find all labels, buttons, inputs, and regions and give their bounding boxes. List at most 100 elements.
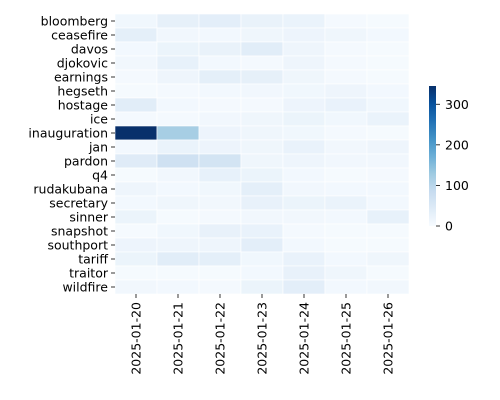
heatmap-cell-wildfire-2025-01-26 bbox=[366, 279, 410, 295]
heatmap-cell-q4-2025-01-21 bbox=[156, 167, 200, 183]
heatmap-cell-hegseth-2025-01-25 bbox=[324, 83, 368, 99]
heatmap-cell-wildfire-2025-01-20 bbox=[114, 279, 158, 295]
heatmap-cells bbox=[114, 13, 410, 295]
heatmap-cell-pardon-2025-01-24 bbox=[282, 153, 326, 169]
row-label-earnings: earnings bbox=[54, 70, 108, 85]
colorbar-tick-label: 0 bbox=[445, 219, 453, 234]
heatmap-cell-hegseth-2025-01-20 bbox=[114, 83, 158, 99]
heatmap-cell-tariff-2025-01-24 bbox=[282, 251, 326, 267]
colorbar-tick-label: 300 bbox=[445, 97, 469, 112]
heatmap-cell-inauguration-2025-01-23 bbox=[240, 125, 284, 141]
column-label-2025-01-21: 2025-01-21 bbox=[171, 302, 186, 375]
heatmap-cell-inauguration-2025-01-20 bbox=[114, 125, 158, 141]
heatmap-cell-hostage-2025-01-22 bbox=[198, 97, 242, 113]
heatmap-cell-southport-2025-01-22 bbox=[198, 237, 242, 253]
heatmap-cell-hostage-2025-01-24 bbox=[282, 97, 326, 113]
heatmap-cell-wildfire-2025-01-22 bbox=[198, 279, 242, 295]
heatmap-cell-jan-2025-01-26 bbox=[366, 139, 410, 155]
heatmap-cell-ceasefire-2025-01-23 bbox=[240, 27, 284, 43]
heatmap-cell-southport-2025-01-23 bbox=[240, 237, 284, 253]
heatmap-cell-davos-2025-01-23 bbox=[240, 41, 284, 57]
heatmap-cell-davos-2025-01-25 bbox=[324, 41, 368, 57]
heatmap-cell-earnings-2025-01-25 bbox=[324, 69, 368, 85]
colorbar-tick-label: 200 bbox=[445, 137, 469, 152]
heatmap-cell-jan-2025-01-21 bbox=[156, 139, 200, 155]
heatmap-cell-tariff-2025-01-22 bbox=[198, 251, 242, 267]
heatmap-cell-bloomberg-2025-01-24 bbox=[282, 13, 326, 29]
row-labels: bloombergceasefiredavosdjokovicearningsh… bbox=[28, 14, 115, 295]
heatmap-cell-ceasefire-2025-01-21 bbox=[156, 27, 200, 43]
heatmap-cell-snapshot-2025-01-26 bbox=[366, 223, 410, 239]
heatmap-cell-earnings-2025-01-20 bbox=[114, 69, 158, 85]
heatmap-cell-snapshot-2025-01-22 bbox=[198, 223, 242, 239]
heatmap-cell-traitor-2025-01-21 bbox=[156, 265, 200, 281]
heatmap-cell-hostage-2025-01-26 bbox=[366, 97, 410, 113]
colorbar-gradient bbox=[429, 86, 436, 226]
heatmap-cell-davos-2025-01-22 bbox=[198, 41, 242, 57]
heatmap-cell-traitor-2025-01-20 bbox=[114, 265, 158, 281]
heatmap-cell-djokovic-2025-01-20 bbox=[114, 55, 158, 71]
heatmap-cell-inauguration-2025-01-21 bbox=[156, 125, 200, 141]
row-label-snapshot: snapshot bbox=[51, 224, 108, 239]
row-label-ceasefire: ceasefire bbox=[51, 28, 108, 43]
heatmap-cell-q4-2025-01-22 bbox=[198, 167, 242, 183]
heatmap-cell-secretary-2025-01-22 bbox=[198, 195, 242, 211]
heatmap-cell-ice-2025-01-24 bbox=[282, 111, 326, 127]
heatmap-cell-djokovic-2025-01-26 bbox=[366, 55, 410, 71]
heatmap-cell-ice-2025-01-26 bbox=[366, 111, 410, 127]
heatmap-cell-djokovic-2025-01-21 bbox=[156, 55, 200, 71]
heatmap-cell-snapshot-2025-01-21 bbox=[156, 223, 200, 239]
row-label-bloomberg: bloomberg bbox=[41, 14, 108, 29]
heatmap-cell-earnings-2025-01-26 bbox=[366, 69, 410, 85]
colorbar-tick-label: 100 bbox=[445, 178, 469, 193]
row-label-secretary: secretary bbox=[49, 196, 108, 211]
heatmap-cell-q4-2025-01-20 bbox=[114, 167, 158, 183]
heatmap-cell-traitor-2025-01-24 bbox=[282, 265, 326, 281]
column-label-2025-01-25: 2025-01-25 bbox=[339, 302, 354, 375]
colorbar: 0 100 200 300 bbox=[429, 86, 469, 234]
heatmap-cell-ice-2025-01-25 bbox=[324, 111, 368, 127]
heatmap-cell-pardon-2025-01-26 bbox=[366, 153, 410, 169]
heatmap-cell-secretary-2025-01-21 bbox=[156, 195, 200, 211]
heatmap-cell-tariff-2025-01-25 bbox=[324, 251, 368, 267]
heatmap-cell-snapshot-2025-01-24 bbox=[282, 223, 326, 239]
heatmap-cell-pardon-2025-01-20 bbox=[114, 153, 158, 169]
heatmap-cell-ice-2025-01-23 bbox=[240, 111, 284, 127]
heatmap-cell-southport-2025-01-25 bbox=[324, 237, 368, 253]
heatmap-cell-ice-2025-01-20 bbox=[114, 111, 158, 127]
heatmap-cell-wildfire-2025-01-25 bbox=[324, 279, 368, 295]
heatmap-cell-hostage-2025-01-23 bbox=[240, 97, 284, 113]
heatmap-cell-inauguration-2025-01-25 bbox=[324, 125, 368, 141]
heatmap-cell-bloomberg-2025-01-25 bbox=[324, 13, 368, 29]
heatmap-cell-q4-2025-01-26 bbox=[366, 167, 410, 183]
heatmap-cell-jan-2025-01-24 bbox=[282, 139, 326, 155]
heatmap-cell-wildfire-2025-01-23 bbox=[240, 279, 284, 295]
row-label-djokovic: djokovic bbox=[57, 56, 108, 71]
heatmap-cell-rudakubana-2025-01-26 bbox=[366, 181, 410, 197]
heatmap-cell-hegseth-2025-01-21 bbox=[156, 83, 200, 99]
heatmap-cell-southport-2025-01-20 bbox=[114, 237, 158, 253]
heatmap-cell-pardon-2025-01-23 bbox=[240, 153, 284, 169]
heatmap-cell-hegseth-2025-01-26 bbox=[366, 83, 410, 99]
row-label-pardon: pardon bbox=[64, 154, 108, 169]
heatmap-cell-secretary-2025-01-25 bbox=[324, 195, 368, 211]
heatmap-cell-jan-2025-01-23 bbox=[240, 139, 284, 155]
heatmap-cell-traitor-2025-01-23 bbox=[240, 265, 284, 281]
row-label-rudakubana: rudakubana bbox=[33, 182, 108, 197]
heatmap-cell-hegseth-2025-01-23 bbox=[240, 83, 284, 99]
heatmap-cell-inauguration-2025-01-24 bbox=[282, 125, 326, 141]
heatmap-cell-jan-2025-01-20 bbox=[114, 139, 158, 155]
heatmap-cell-djokovic-2025-01-24 bbox=[282, 55, 326, 71]
row-label-inauguration: inauguration bbox=[28, 126, 108, 141]
row-label-q4: q4 bbox=[92, 168, 108, 183]
heatmap-cell-pardon-2025-01-25 bbox=[324, 153, 368, 169]
heatmap-cell-rudakubana-2025-01-21 bbox=[156, 181, 200, 197]
heatmap-cell-ceasefire-2025-01-24 bbox=[282, 27, 326, 43]
heatmap-cell-southport-2025-01-26 bbox=[366, 237, 410, 253]
heatmap-cell-q4-2025-01-24 bbox=[282, 167, 326, 183]
heatmap-cell-rudakubana-2025-01-24 bbox=[282, 181, 326, 197]
heatmap-cell-bloomberg-2025-01-21 bbox=[156, 13, 200, 29]
heatmap-cell-snapshot-2025-01-23 bbox=[240, 223, 284, 239]
heatmap-cell-sinner-2025-01-24 bbox=[282, 209, 326, 225]
heatmap-cell-djokovic-2025-01-23 bbox=[240, 55, 284, 71]
